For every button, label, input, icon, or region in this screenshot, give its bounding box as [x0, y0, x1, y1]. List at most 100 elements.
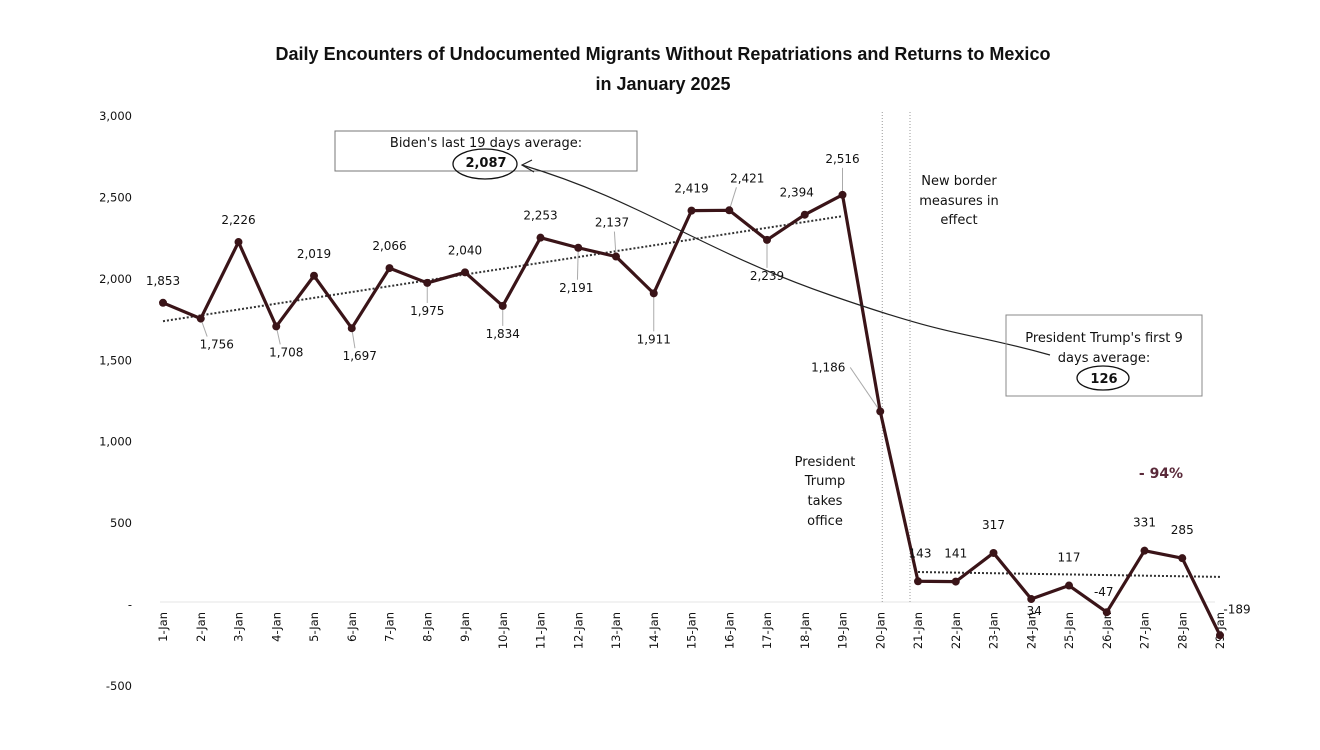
biden-value-circle	[452, 148, 518, 180]
trump-takes-office-note: President Trump takes office	[795, 455, 856, 529]
biden-average-text: Biden's last 19 days average:	[390, 136, 582, 151]
label-leader-line	[728, 187, 737, 211]
x-tick-label: 17-Jan	[760, 612, 774, 649]
data-point	[234, 238, 243, 247]
data-point	[461, 268, 469, 277]
trump-value-circle	[1076, 365, 1130, 391]
data-point	[498, 301, 507, 310]
x-tick-label: 2-Jan	[194, 612, 208, 642]
data-label: 2,419	[674, 182, 708, 196]
x-tick-label: 18-Jan	[798, 612, 812, 649]
data-label: -189	[1223, 602, 1250, 616]
x-tick-label: 16-Jan	[722, 612, 736, 649]
arrow-head-icon	[520, 159, 535, 173]
biden-average-value: 2,087	[465, 156, 506, 171]
data-point	[1027, 595, 1036, 604]
x-tick-label: 24-Jan	[1024, 612, 1038, 649]
data-point	[423, 278, 432, 287]
x-tick-label: 6-Jan	[345, 612, 359, 642]
data-point	[989, 548, 998, 557]
x-tick-label: 22-Jan	[949, 612, 963, 649]
data-point	[1178, 554, 1187, 563]
x-tick-label: 26-Jan	[1100, 612, 1114, 649]
y-tick-label: 500	[110, 516, 132, 530]
data-point	[536, 233, 545, 242]
data-point	[800, 210, 809, 219]
data-point	[687, 206, 696, 215]
data-point	[838, 190, 847, 199]
data-point	[1102, 608, 1111, 617]
x-tick-label: 20-Jan	[873, 612, 887, 649]
x-tick-label: 9-Jan	[458, 612, 472, 642]
data-labels: 1,853 1,756 2,226 1,708 2,019 1,697 2,066 1,975…	[146, 152, 1251, 618]
data-label: 2,239	[750, 269, 784, 283]
trump-average-box	[1005, 314, 1203, 397]
data-label: 2,226	[221, 213, 255, 227]
data-point	[272, 322, 281, 331]
y-tick-label: 2,500	[99, 190, 132, 204]
comparison-arrow	[521, 164, 1051, 356]
x-axis: 1-Jan 2-Jan 3-Jan 4-Jan 5-Jan 6-Jan 7-Jan 8-Jan…	[156, 612, 1227, 649]
data-point	[310, 271, 318, 280]
data-point	[159, 298, 167, 307]
data-point	[1216, 631, 1224, 640]
y-tick-label: 1,000	[99, 435, 132, 449]
x-tick-label: 21-Jan	[911, 612, 925, 649]
data-label: 143	[909, 546, 932, 560]
x-tick-label: 13-Jan	[609, 612, 623, 649]
data-label: 141	[944, 547, 967, 561]
data-label: 117	[1058, 551, 1081, 565]
data-label: 2,066	[372, 239, 406, 253]
percent-change-label: - 94%	[1139, 466, 1183, 482]
y-axis: 3,000 2,500 2,000 1,500 1,000 500 - -500	[99, 109, 132, 693]
data-label: 1,756	[200, 338, 234, 352]
data-point	[763, 235, 771, 244]
data-label: 317	[982, 518, 1005, 532]
data-point	[951, 577, 960, 586]
x-tick-label: 8-Jan	[420, 612, 434, 642]
x-tick-label: 12-Jan	[571, 612, 585, 649]
data-point	[347, 324, 356, 333]
data-label: 1,911	[637, 332, 671, 346]
data-label: 1,697	[343, 349, 377, 363]
data-label: 2,421	[730, 171, 764, 185]
data-label: 34	[1027, 604, 1042, 618]
y-tick-label: 2,000	[99, 272, 132, 286]
x-tick-label: 3-Jan	[232, 612, 246, 642]
note-line-3: effect	[940, 213, 977, 228]
data-label: 2,040	[448, 243, 482, 257]
trendlines	[162, 215, 1221, 578]
data-label: 2,191	[559, 281, 593, 295]
x-tick-label: 23-Jan	[987, 612, 1001, 649]
note-line-4: office	[807, 514, 843, 529]
trump-average-callout: President Trump's first 9 days average: …	[1005, 314, 1203, 397]
note-line-3: takes	[808, 494, 843, 509]
data-point	[574, 243, 583, 252]
data-label: -47	[1094, 585, 1114, 599]
label-leader-line	[849, 367, 881, 412]
data-label: 2,019	[297, 247, 331, 261]
x-tick-label: 1-Jan	[156, 612, 170, 642]
data-point	[1065, 581, 1073, 590]
data-label: 2,253	[523, 209, 557, 223]
y-tick-label: -	[128, 598, 132, 612]
x-tick-label: 19-Jan	[836, 612, 850, 649]
x-tick-label: 25-Jan	[1062, 612, 1076, 649]
data-label: 331	[1133, 516, 1156, 530]
label-leader-line	[576, 247, 579, 280]
x-tick-label: 14-Jan	[647, 612, 661, 649]
x-tick-label: 15-Jan	[685, 612, 699, 649]
new-measures-note: New border measures in effect	[919, 174, 998, 228]
x-tick-label: 7-Jan	[383, 612, 397, 642]
x-tick-label: 29-Jan	[1213, 612, 1227, 649]
data-point	[725, 206, 734, 215]
data-label: 2,516	[825, 152, 859, 166]
y-tick-label: 3,000	[99, 109, 132, 123]
trump-average-text-1: President Trump's first 9	[1025, 331, 1183, 346]
chart-subtitle: in January 2025	[595, 74, 730, 94]
biden-average-callout: Biden's last 19 days average: 2,087	[334, 130, 638, 180]
note-line-2: measures in	[919, 194, 998, 209]
trump-average-value: 126	[1090, 372, 1117, 387]
y-tick-label: -500	[106, 679, 132, 693]
